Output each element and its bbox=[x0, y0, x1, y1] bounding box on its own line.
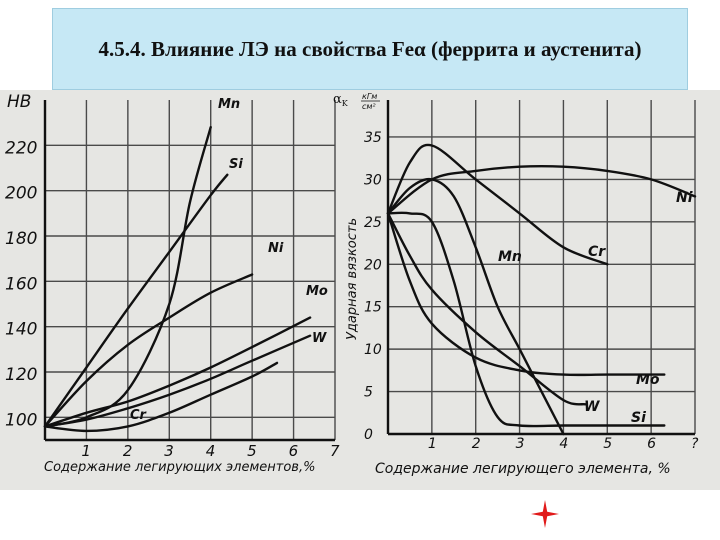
right-series-mn-label: Mn bbox=[498, 249, 522, 265]
right-series-w-line bbox=[386, 212, 587, 406]
left-series-cr-line bbox=[43, 361, 279, 433]
left-x-axis-label: Содержание легирующих элементов,% bbox=[44, 460, 315, 475]
left-x-tick-label: 7 bbox=[330, 442, 340, 460]
right-x-tick-label: 5 bbox=[603, 436, 612, 452]
right-y-tick-label: 35 bbox=[364, 130, 382, 146]
right-series-w-label: W bbox=[584, 399, 600, 415]
left-series-ni-line bbox=[43, 273, 254, 428]
right-y-unit-top: кГм bbox=[362, 92, 377, 101]
left-y-tick-label: 180 bbox=[5, 229, 37, 249]
right-y-tick-label: 25 bbox=[364, 215, 382, 231]
right-y-unit-symbol: αK bbox=[333, 92, 349, 108]
left-y-tick-label: 100 bbox=[5, 410, 37, 430]
right-y-unit-bottom: см² bbox=[362, 102, 376, 111]
left-y-tick-label: 140 bbox=[5, 320, 37, 340]
right-series-ni-line bbox=[386, 164, 697, 215]
right-y-tick-label: 30 bbox=[364, 172, 382, 188]
left-series-cr-label: Cr bbox=[130, 408, 148, 423]
right-x-tick-label: 1 bbox=[428, 436, 437, 452]
left-series-ni-label: Ni bbox=[268, 241, 284, 256]
right-series-mo-line bbox=[386, 212, 666, 377]
right-x-tick-label: 3 bbox=[516, 436, 525, 452]
right-x-tick-label: 6 bbox=[647, 436, 656, 452]
right-y-tick-label: 5 bbox=[364, 385, 373, 401]
left-series-mo-label: Mo bbox=[306, 284, 328, 299]
left-x-tick-label: 4 bbox=[206, 442, 216, 460]
right-series-cr-label: Cr bbox=[588, 244, 606, 260]
right-series-si-line bbox=[386, 211, 666, 428]
right-x-axis-label: Содержание легирующего элемента, % bbox=[375, 461, 671, 477]
left-y-tick-label: 120 bbox=[5, 365, 37, 385]
left-x-tick-label: 2 bbox=[123, 442, 133, 460]
left-y-tick-label: 200 bbox=[5, 184, 37, 204]
left-x-tick-label: 6 bbox=[289, 442, 299, 460]
right-y-tick-label: 0 bbox=[364, 427, 373, 443]
left-series-si-line bbox=[43, 173, 229, 428]
right-series-cr-line bbox=[386, 143, 609, 266]
right-x-tick-label: ? bbox=[691, 436, 699, 452]
right-y-tick-label: 15 bbox=[364, 300, 382, 316]
left-x-tick-label: 1 bbox=[81, 442, 91, 460]
right-y-axis-label: Ударная вязкость bbox=[345, 218, 360, 340]
slide-title-box: 4.5.4. Влияние ЛЭ на свойства Feα (ферри… bbox=[52, 8, 688, 90]
left-series-mn-label: Mn bbox=[218, 97, 240, 112]
left-series-mn-line bbox=[43, 126, 212, 428]
left-x-tick-label: 3 bbox=[164, 442, 174, 460]
left-series-mo-line bbox=[43, 316, 312, 428]
right-y-tick-label: 20 bbox=[364, 257, 382, 273]
right-series-si-label: Si bbox=[631, 410, 646, 426]
slide-title: 4.5.4. Влияние ЛЭ на свойства Feα (ферри… bbox=[98, 37, 642, 61]
left-series-si-label: Si bbox=[229, 157, 243, 172]
left-series-w-line bbox=[43, 334, 312, 428]
figure-panel: 100 120 140 160 180 200 220 1 2 3 4 5 6 7 HB Содержание… bbox=[0, 90, 720, 490]
right-y-tick-label: 10 bbox=[364, 342, 382, 358]
left-y-axis-label: HB bbox=[7, 92, 31, 112]
right-x-tick-label: 4 bbox=[559, 436, 568, 452]
right-series-ni-label: Ni bbox=[676, 190, 693, 206]
left-x-tick-label: 5 bbox=[247, 442, 257, 460]
left-y-tick-label: 160 bbox=[5, 274, 37, 294]
left-y-tick-label: 220 bbox=[5, 138, 37, 158]
right-x-tick-label: 2 bbox=[472, 436, 481, 452]
four-point-star-icon bbox=[531, 500, 559, 528]
right-series-mo-label: Mo bbox=[636, 372, 660, 388]
right-y-unit-subscript: K bbox=[342, 99, 349, 108]
left-series-w-label: W bbox=[312, 331, 327, 346]
